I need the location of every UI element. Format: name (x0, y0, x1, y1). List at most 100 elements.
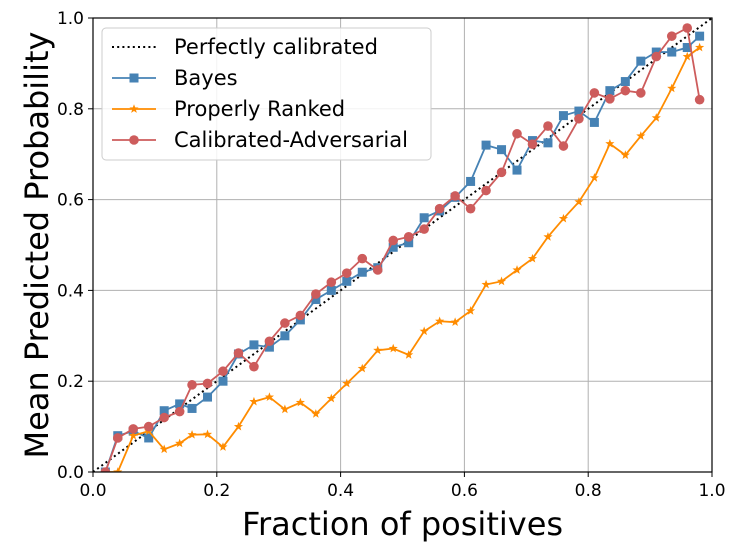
data-point (144, 433, 154, 443)
legend-item: Properly Ranked (112, 97, 345, 121)
series-layer (93, 18, 712, 472)
data-point (651, 113, 661, 122)
series-calibrated-adversarial (100, 23, 705, 472)
data-point (128, 430, 138, 440)
data-point (481, 279, 491, 289)
data-point (450, 317, 460, 327)
data-point (187, 380, 197, 390)
data-point (543, 138, 553, 148)
x-tick-label: 0.0 (79, 481, 106, 501)
data-point (187, 403, 197, 413)
legend-item: Bayes (112, 66, 238, 90)
data-point (512, 128, 522, 139)
legend-marker (129, 104, 139, 113)
data-point (373, 345, 383, 355)
data-point (357, 267, 367, 277)
data-point (357, 363, 367, 373)
data-point (249, 340, 259, 350)
y-tick-label: 0.8 (57, 100, 84, 120)
legend-marker (129, 73, 139, 83)
series-line (104, 26, 701, 472)
data-point (512, 265, 522, 274)
data-point (143, 421, 154, 432)
data-point (620, 150, 630, 159)
data-point (466, 176, 476, 186)
data-point (651, 51, 662, 62)
data-point (589, 173, 599, 182)
legend-label: Bayes (174, 66, 238, 90)
data-point (450, 191, 460, 201)
data-point (295, 397, 305, 407)
data-point (558, 111, 568, 121)
legend-item: Calibrated-Adversarial (112, 128, 408, 152)
data-point (357, 253, 368, 264)
data-point (342, 378, 352, 388)
data-point (159, 412, 169, 423)
data-point (419, 213, 429, 223)
data-point (435, 316, 445, 326)
legend-item: Perfectly calibrated (112, 35, 378, 59)
data-point (175, 438, 185, 448)
data-point (404, 238, 414, 248)
data-point (280, 331, 290, 341)
data-point (605, 86, 615, 96)
data-point (404, 350, 414, 359)
data-point (249, 396, 259, 406)
data-point (527, 253, 538, 263)
legend-marker (129, 135, 139, 145)
data-point (218, 376, 228, 386)
data-point (682, 23, 693, 33)
data-point (388, 235, 399, 246)
data-point (574, 106, 584, 116)
data-point (326, 285, 336, 295)
data-point (311, 409, 321, 418)
data-point (388, 343, 398, 353)
data-point (527, 139, 538, 150)
data-point (496, 276, 507, 286)
x-tick-label: 0.6 (451, 481, 478, 501)
data-point (280, 318, 290, 328)
data-point (543, 121, 553, 131)
y-tick-label: 0.4 (57, 281, 84, 301)
data-point (636, 88, 646, 98)
data-point (434, 203, 445, 214)
data-point (694, 94, 705, 105)
data-point (311, 294, 321, 304)
x-tick-label: 0.2 (203, 481, 230, 501)
data-point (636, 56, 646, 66)
x-tick-label: 0.4 (327, 481, 354, 501)
data-point (419, 224, 429, 234)
series-line (105, 46, 701, 472)
data-point (497, 145, 507, 155)
data-point (403, 232, 414, 242)
data-point (667, 83, 677, 93)
data-point (695, 31, 705, 41)
data-point (466, 306, 476, 315)
data-point (605, 94, 615, 104)
legend: Perfectly calibrated Bayes Properly Ranked… (101, 27, 432, 161)
data-point (574, 197, 584, 206)
data-point (233, 348, 244, 358)
data-point (589, 88, 600, 98)
data-point (326, 393, 336, 403)
x-tick-label: 1.0 (698, 481, 725, 501)
data-point (481, 185, 491, 196)
data-point (175, 399, 185, 409)
data-point (636, 131, 646, 140)
data-point (512, 165, 522, 175)
data-point (311, 289, 321, 299)
data-point (264, 342, 274, 352)
data-point (159, 444, 169, 454)
data-point (388, 242, 398, 252)
x-tick-label: 0.8 (575, 481, 602, 501)
data-point (543, 232, 553, 241)
data-point (174, 406, 185, 417)
data-point (202, 378, 213, 389)
data-point (187, 429, 197, 439)
data-point (218, 442, 228, 451)
data-point (203, 392, 213, 402)
data-point (372, 265, 383, 275)
data-point (112, 433, 123, 443)
data-point (264, 336, 275, 347)
data-point (419, 326, 429, 336)
